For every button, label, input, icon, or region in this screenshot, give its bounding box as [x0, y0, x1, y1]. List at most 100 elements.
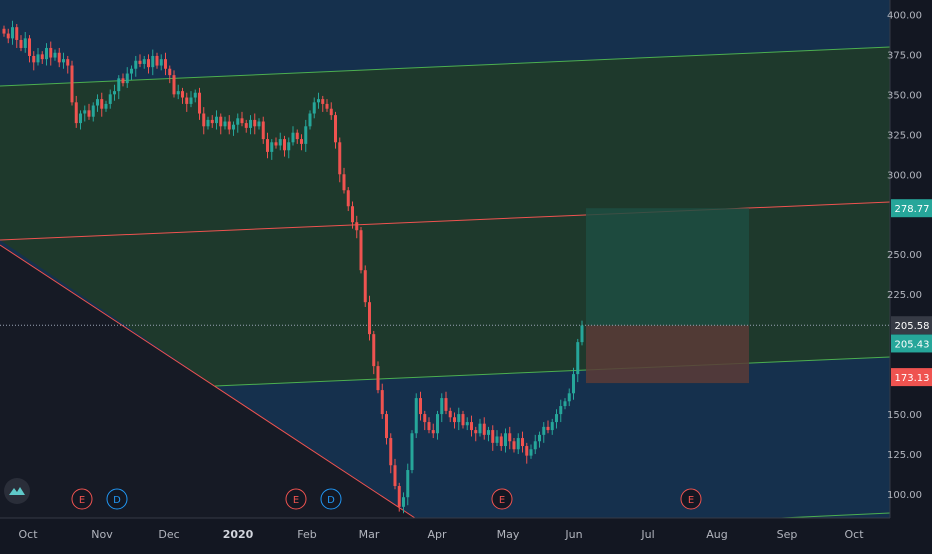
candle-body [533, 441, 537, 450]
y-tick-label: 225.00 [887, 290, 922, 301]
take-profit-zone[interactable] [586, 208, 749, 326]
candle-body [70, 65, 74, 103]
candle-body [406, 470, 410, 498]
event-marker-earnings[interactable]: E [491, 488, 513, 510]
candle-body [580, 325, 584, 343]
candle-body [368, 302, 371, 335]
candle-body [431, 430, 435, 434]
stop-loss-zone[interactable] [586, 325, 749, 384]
candle-body [11, 27, 14, 39]
x-tick-label: Jul [640, 528, 654, 541]
candle-body [338, 142, 342, 175]
candle-body [2, 28, 6, 34]
candle-body [83, 110, 87, 114]
candle-body [385, 414, 388, 439]
time-axis[interactable]: Oct Nov Dec 2020 Feb Mar Apr May Jun Jul… [0, 517, 932, 550]
candle-body [15, 27, 19, 40]
x-tick-label: Jun [564, 528, 582, 541]
candle-body [440, 398, 444, 415]
x-tick-label: May [497, 528, 520, 541]
candle-body [525, 446, 529, 456]
channel-bottom-line [214, 356, 890, 387]
candle-body [572, 374, 575, 394]
candle-body [36, 54, 40, 63]
lower-channel-line [770, 512, 890, 518]
candle-body [508, 433, 512, 442]
candle-body [465, 422, 469, 426]
candle-body [181, 91, 184, 98]
candle-body [134, 60, 138, 69]
candle-body [359, 230, 363, 271]
candle-body [261, 121, 265, 140]
candle-body [40, 54, 44, 60]
candle-body [240, 118, 244, 124]
price-label-crosshair [891, 316, 932, 335]
candle-body [45, 47, 48, 60]
candle-body [57, 52, 61, 63]
candle-body [478, 423, 482, 434]
candle-body [117, 78, 121, 92]
candle-body [176, 91, 180, 95]
candle-body [414, 398, 418, 434]
y-tick-label: 375.00 [887, 50, 922, 61]
tradingview-logo-icon[interactable] [4, 478, 30, 504]
candle-body [287, 142, 291, 151]
candle-body [363, 270, 367, 303]
candle-body [402, 497, 405, 507]
y-tick-label: 325.00 [887, 130, 922, 141]
price-label-text: 205.43 [895, 339, 930, 350]
event-marker-dividend[interactable]: D [320, 488, 342, 510]
candles-group [2, 20, 584, 514]
candle-body [49, 47, 53, 58]
x-tick-label: Nov [91, 528, 113, 541]
candle-body [487, 430, 490, 435]
price-label-stop-loss [891, 368, 932, 387]
candle-body [219, 116, 223, 127]
event-marker-earnings[interactable]: E [285, 488, 307, 510]
candle-body [189, 97, 193, 104]
candle-body [113, 91, 116, 95]
x-tick-label: Oct [18, 528, 38, 541]
candle-body [529, 449, 533, 456]
candle-body [512, 441, 516, 450]
candle-body [164, 59, 167, 69]
y-tick-label: 125.00 [887, 450, 922, 461]
candle-body [567, 393, 571, 402]
candle-body [168, 68, 172, 76]
candle-body [453, 417, 456, 423]
candle-body [504, 433, 507, 447]
candle-body [32, 55, 36, 63]
candle-body [155, 55, 159, 66]
candle-body [346, 190, 350, 207]
event-marker-earnings[interactable]: E [71, 488, 93, 510]
candle-body [23, 38, 27, 48]
candle-body [227, 121, 231, 130]
candle-body [278, 139, 282, 146]
descending-line [0, 244, 416, 518]
event-marker-earnings[interactable]: E [680, 488, 702, 510]
event-marker-dividend[interactable]: D [106, 488, 128, 510]
event-letter: E [79, 495, 85, 506]
candle-body [198, 92, 201, 114]
candle-body [53, 52, 57, 58]
candle-body [559, 406, 563, 415]
candle-body [121, 78, 125, 84]
channel-top-line [0, 46, 890, 87]
candle-body [147, 59, 150, 68]
price-axis[interactable]: 400.00 375.00 350.00 325.00 300.00 250.00 225.… [887, 0, 932, 518]
x-tick-label: Sep [777, 528, 798, 541]
candle-body [19, 39, 23, 48]
candle-body [87, 110, 91, 117]
candle-body [62, 59, 65, 63]
candle-body [270, 142, 274, 152]
candle-body [312, 102, 316, 114]
candle-body [74, 102, 78, 124]
candle-body [159, 59, 163, 66]
candle-body [291, 132, 295, 143]
candle-body [555, 414, 558, 423]
candle-body [283, 139, 286, 151]
candle-body [542, 426, 546, 435]
candle-body [423, 414, 427, 423]
